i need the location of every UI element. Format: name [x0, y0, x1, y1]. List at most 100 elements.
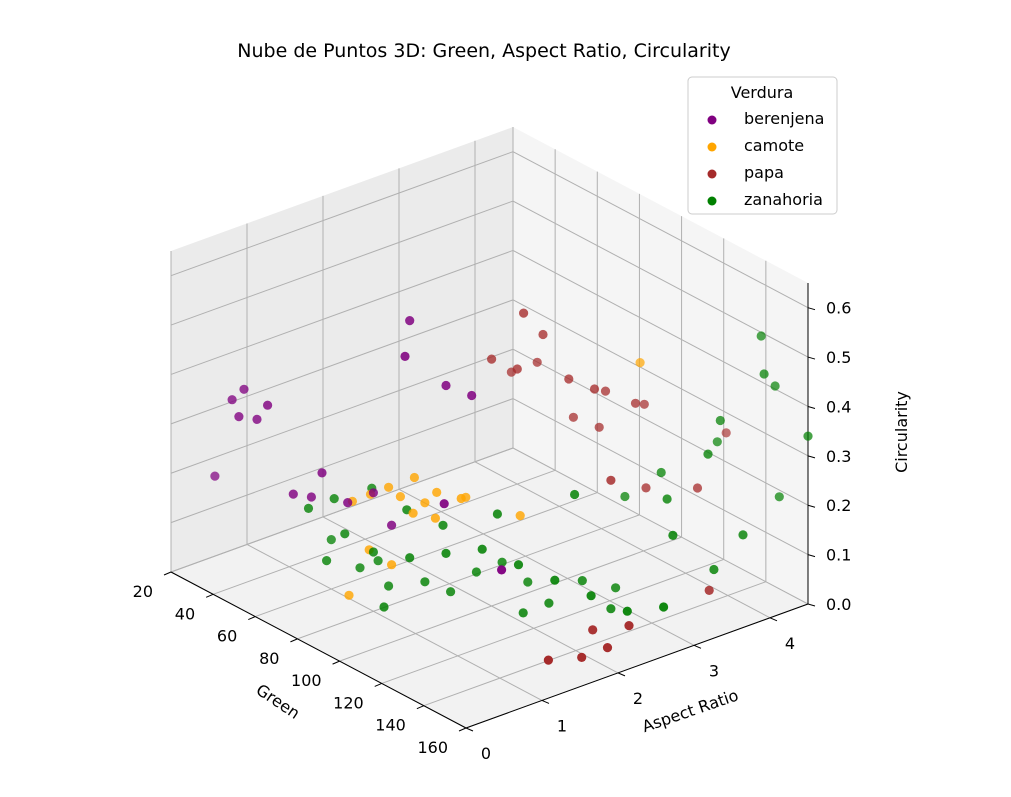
- point-zanahoria: [446, 587, 456, 597]
- gridline-x-floor: [423, 581, 767, 707]
- z-tick-label: 0.3: [826, 447, 851, 466]
- point-zanahoria: [497, 557, 507, 567]
- point-berenjena: [439, 499, 449, 509]
- point-berenjena: [343, 498, 353, 508]
- z-tick: [807, 554, 816, 558]
- z-axis-label: Circularity: [892, 391, 911, 473]
- point-papa: [577, 652, 587, 663]
- x-tick: [374, 682, 382, 687]
- point-camote: [432, 487, 442, 497]
- point-berenjena: [227, 395, 237, 405]
- point-zanahoria: [803, 431, 813, 441]
- point-papa: [538, 329, 548, 340]
- gridline-z-right: [512, 299, 809, 457]
- gridline-x-floor: [339, 536, 682, 662]
- tick-labels: 20 40 60 80 100 120 140 160 0 1 2 3 4 0.0 0.1 0.2 0.3 0.4…: [133, 299, 852, 763]
- point-papa: [594, 422, 604, 432]
- legend-frame: [687, 76, 838, 215]
- point-papa: [602, 643, 613, 653]
- z-tick-label: 0.1: [826, 546, 851, 565]
- point-zanahoria: [662, 494, 672, 504]
- point-berenjena: [405, 316, 415, 326]
- x-tick-label: 140: [375, 716, 406, 735]
- point-berenjena: [467, 390, 477, 401]
- point-berenjena: [234, 412, 244, 422]
- z-tick: [807, 307, 816, 311]
- point-zanahoria: [379, 602, 389, 612]
- point-papa: [641, 483, 651, 493]
- point-zanahoria: [586, 591, 596, 601]
- point-zanahoria: [606, 604, 616, 614]
- gridline-z-left: [170, 200, 514, 326]
- gridline-z-right: [512, 200, 809, 358]
- point-papa: [704, 585, 714, 596]
- point-papa: [721, 428, 731, 438]
- gridline-z-right: [512, 151, 809, 309]
- x-tick-label: 100: [291, 671, 322, 690]
- gridline-y-floor: [246, 544, 543, 701]
- y-axis-line: [465, 603, 809, 729]
- left-back-pane: [171, 127, 513, 572]
- y-tick-label: 4: [785, 634, 795, 653]
- x-tick: [458, 727, 467, 732]
- gridline-z-right: [512, 250, 809, 407]
- legend-marker-zanahoria: [707, 196, 717, 206]
- axis-panes: [171, 127, 808, 728]
- x-tick-label: 80: [259, 649, 279, 668]
- point-camote: [395, 492, 405, 502]
- point-berenjena: [252, 414, 262, 424]
- point-papa: [532, 357, 542, 367]
- point-papa: [564, 374, 574, 384]
- point-zanahoria: [303, 503, 314, 513]
- point-berenjena: [288, 489, 298, 499]
- gridline-x-floor: [381, 558, 724, 684]
- point-camote: [384, 482, 394, 492]
- point-zanahoria: [622, 606, 632, 616]
- point-zanahoria: [770, 381, 780, 391]
- legend: Verdura berenjena camote papa zanahoria: [687, 76, 838, 215]
- point-camote: [515, 510, 525, 521]
- z-tick: [807, 356, 816, 360]
- gridline-y-floor: [474, 461, 771, 619]
- point-zanahoria: [405, 553, 415, 563]
- point-berenjena: [317, 468, 327, 478]
- point-camote: [456, 493, 466, 504]
- legend-label-camote: camote: [744, 136, 804, 155]
- point-zanahoria: [340, 529, 350, 539]
- point-camote: [635, 358, 645, 368]
- y-tick: [693, 644, 702, 649]
- legend-marker-camote: [707, 142, 717, 152]
- legend-title: Verdura: [731, 83, 794, 102]
- gridline-y-floor: [398, 488, 695, 646]
- z-tick: [807, 455, 816, 459]
- z-tick: [807, 405, 816, 409]
- gridline-z-left: [170, 447, 514, 573]
- point-zanahoria: [756, 331, 766, 341]
- legend-marker-papa: [707, 169, 717, 179]
- x-tick: [332, 660, 340, 665]
- point-zanahoria: [384, 581, 394, 591]
- gridline-z-left: [170, 299, 514, 425]
- z-tick-label: 0.2: [826, 496, 851, 515]
- gridline-z-left: [170, 151, 514, 277]
- gridline-y-floor: [322, 516, 619, 674]
- floor-pane: [171, 448, 808, 728]
- point-zanahoria: [715, 415, 725, 426]
- x-tick-label: 60: [217, 627, 237, 646]
- point-berenjena: [306, 492, 316, 502]
- y-tick: [541, 699, 550, 704]
- point-berenjena: [210, 471, 220, 481]
- point-zanahoria: [441, 548, 451, 559]
- point-papa: [606, 475, 616, 485]
- x-tick: [290, 638, 298, 643]
- point-zanahoria: [373, 556, 383, 566]
- point-papa: [519, 308, 529, 318]
- point-zanahoria: [322, 556, 332, 566]
- point-berenjena: [387, 520, 397, 530]
- y-tick-label: 1: [557, 716, 567, 735]
- axis-lines: [170, 283, 809, 729]
- y-axis-label: Aspect Ratio: [640, 685, 741, 736]
- y-tick: [769, 617, 778, 622]
- point-berenjena: [239, 384, 249, 394]
